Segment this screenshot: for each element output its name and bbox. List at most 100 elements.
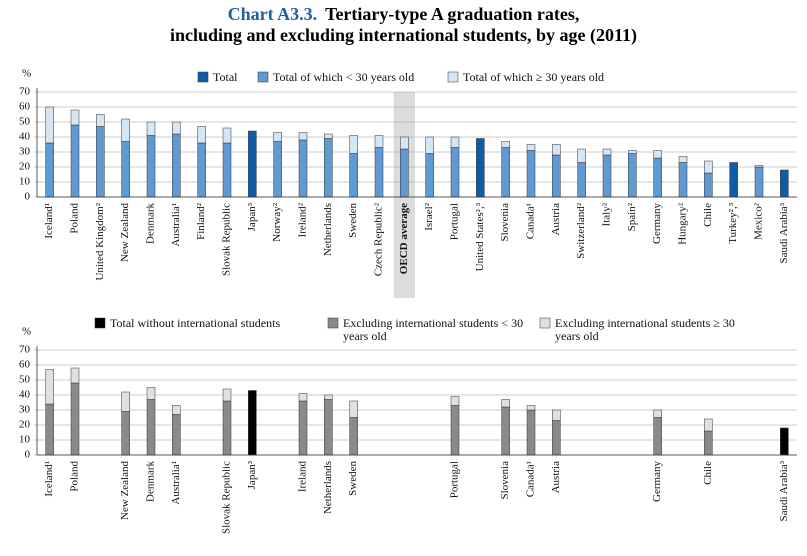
x-tick-label: Japan³ (246, 202, 258, 231)
bar-segment (729, 162, 738, 198)
x-tick-label: Portugal (449, 203, 461, 240)
x-tick-label: OECD average (398, 203, 410, 274)
bar-segment (222, 400, 232, 456)
bar-segment (501, 406, 510, 456)
bar-segment (121, 411, 130, 456)
y-tick-label: 60 (19, 359, 31, 371)
bar-segment (704, 418, 713, 432)
chart-label: Chart A3.3. (227, 4, 318, 24)
bar-segment (780, 427, 789, 456)
bar-segment (577, 162, 586, 198)
y-tick-label: 0 (25, 449, 31, 461)
bar-segment (146, 121, 156, 136)
x-tick-label: Germany (651, 461, 663, 502)
bar-segment (324, 399, 333, 456)
y-tick-label: 20 (19, 161, 31, 173)
bar-segment (121, 118, 130, 142)
x-tick-label: Slovenia (499, 203, 511, 242)
bar-segment (628, 153, 637, 198)
bar-segment (450, 396, 460, 406)
legend-swatch (327, 317, 339, 329)
x-tick-label: Netherlands (322, 461, 334, 514)
bar-segment (450, 136, 460, 148)
y-axis-label: % (22, 68, 31, 80)
x-tick-label: Chile (702, 203, 714, 227)
bar-segment (121, 141, 130, 198)
x-tick-label: Chile (702, 461, 714, 485)
bar-segment (70, 367, 80, 384)
x-tick-label: New Zealand (119, 203, 131, 262)
x-tick-label: Australia¹ (170, 203, 182, 247)
bar-segment (577, 148, 586, 163)
bar-segment (704, 160, 713, 174)
x-tick-label: Netherlands (322, 203, 334, 256)
bar-segment (273, 132, 282, 142)
bar-segment (526, 150, 536, 198)
x-tick-label: Austria (550, 203, 562, 236)
bar-segment (70, 382, 80, 456)
y-tick-label: 60 (19, 101, 31, 113)
legend-label: Excluding international students ≥ 30 ye… (555, 316, 735, 343)
bar-segment (45, 142, 54, 198)
bar-segment (324, 138, 333, 198)
y-tick-label: 0 (25, 191, 31, 203)
x-tick-label: Italy² (601, 202, 613, 226)
x-tick-label: Norway² (271, 202, 283, 241)
x-tick-label: Portugal (449, 461, 461, 498)
x-tick-label: Denmark (145, 461, 157, 502)
x-tick-label: Switzerland² (575, 202, 587, 259)
bar-segment (146, 387, 156, 400)
bar-segment (526, 405, 536, 411)
bar-segment (628, 150, 637, 154)
bar-segment (501, 147, 510, 198)
x-tick-label: Japan³ (246, 460, 258, 489)
bar-segment (248, 130, 257, 198)
bar-segment (754, 166, 764, 198)
bar-segment (552, 154, 561, 198)
bar-segment (222, 142, 232, 198)
x-tick-label: Austria (550, 461, 562, 494)
title-text: Tertiary-type A graduation rates, (325, 4, 580, 24)
bar-segment (298, 400, 308, 456)
bar-segment (476, 138, 485, 198)
bar-segment (197, 142, 206, 198)
bar-segment (222, 127, 232, 144)
y-tick-label: 10 (19, 176, 31, 188)
x-tick-label: Hungary² (677, 202, 689, 244)
bar-segment (324, 394, 333, 400)
bar-segment (374, 135, 384, 148)
bar-segment (552, 409, 561, 421)
bar-segment (349, 135, 358, 154)
bar-segment (602, 154, 612, 198)
x-tick-label: Canada¹ (525, 203, 537, 239)
y-tick-label: 30 (19, 146, 31, 158)
bar-segment (45, 403, 54, 456)
bar-segment (425, 153, 434, 198)
y-tick-label: 70 (19, 344, 31, 356)
bar-segment (96, 126, 105, 198)
x-tick-label: Slovenia (499, 461, 511, 500)
bar-segment (121, 391, 130, 412)
y-tick-label: 10 (19, 434, 31, 446)
bar-segment (96, 114, 105, 127)
x-tick-label: Finland² (195, 202, 207, 240)
bar-segment (45, 106, 54, 144)
bar-segment (678, 162, 688, 198)
bar-segment (222, 388, 232, 402)
legend-label: Total without international students (110, 316, 281, 330)
legend-swatch (539, 317, 551, 329)
bar-segment (273, 141, 282, 198)
x-tick-label: Sweden (347, 461, 359, 496)
bar-segment (678, 156, 688, 163)
x-tick-label: Germany (651, 203, 663, 244)
bar-segment (501, 399, 510, 408)
x-tick-label: Ireland² (297, 202, 309, 237)
bar-segment (197, 126, 206, 144)
bar-segment (450, 405, 460, 456)
title-line: including and excluding international st… (169, 25, 638, 45)
y-axis-label: % (22, 326, 31, 338)
bar-segment (400, 136, 409, 150)
bar-segment (248, 390, 257, 456)
bar-segment (552, 420, 561, 456)
